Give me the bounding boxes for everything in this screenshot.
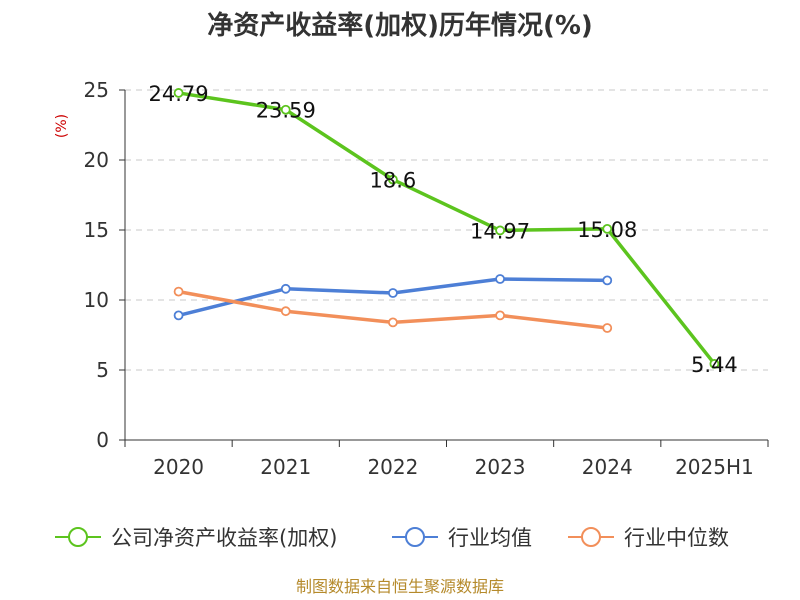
grid-lines [125,89,768,371]
data-point [173,286,184,297]
axes: 0 5 10 15 20 25 2020 2021 2022 2023 2024 2025H1 [84,78,769,479]
legend-label: 公司净资产收益率(加权) [111,526,337,550]
x-tick-label-2024: 2024 [582,455,633,479]
data-point [173,310,184,321]
data-point [388,288,398,298]
series-2 [173,286,613,333]
y-tick-label-10: 10 [84,288,109,312]
legend-item-1[interactable]: 行业均值 [392,526,532,550]
data-point [280,306,291,317]
data-point [709,358,720,369]
x-tick-label-2025H1: 2025H1 [675,455,754,479]
series-group: 24.79 23.59 18.6 14.97 15.08 5.44 [149,82,738,377]
data-point [388,317,398,328]
data-point [280,283,291,294]
y-tick-label-20: 20 [84,148,109,172]
x-tick-label-2020: 2020 [153,455,204,479]
series-line-0 [178,91,716,365]
x-tick-label-2023: 2023 [475,455,526,479]
legend-marker [68,527,88,547]
legend-marker [405,527,425,547]
data-point [602,323,613,333]
series-1 [173,274,613,321]
data-label: 23.59 [256,99,316,123]
data-label: 18.6 [370,169,417,193]
data-point [495,310,505,321]
legend-label: 行业中位数 [624,526,729,550]
data-label: 5.44 [691,353,738,377]
data-point [495,274,505,284]
x-tick-label-2021: 2021 [260,455,311,479]
data-label: 24.79 [149,82,209,106]
legend-label: 行业均值 [448,526,532,550]
legend-marker [581,527,601,547]
y-tick-label-5: 5 [96,358,109,382]
legend-item-2[interactable]: 行业中位数 [568,526,729,550]
data-point [280,104,291,115]
chart-title: 净资产收益率(加权)历年情况(%) [207,10,593,41]
y-tick-label-0: 0 [96,428,109,452]
data-label: 14.97 [470,219,530,243]
series-0: 24.79 23.59 18.6 14.97 15.08 5.44 [149,82,738,377]
data-point [388,174,398,185]
source-note: 制图数据来自恒生聚源数据库 [296,577,504,596]
legend-item-0[interactable]: 公司净资产收益率(加权) [55,526,337,550]
data-point [173,88,184,98]
data-point [602,223,613,234]
x-tick-label-2022: 2022 [367,455,418,479]
data-label: 15.08 [577,218,637,242]
legend[interactable]: 公司净资产收益率(加权) 行业均值 行业中位数 [55,526,729,550]
y-tick-label-25: 25 [84,78,109,102]
data-point [495,225,505,236]
data-point [602,275,613,286]
y-axis-unit: (%) [54,114,70,138]
y-tick-label-15: 15 [84,218,109,242]
